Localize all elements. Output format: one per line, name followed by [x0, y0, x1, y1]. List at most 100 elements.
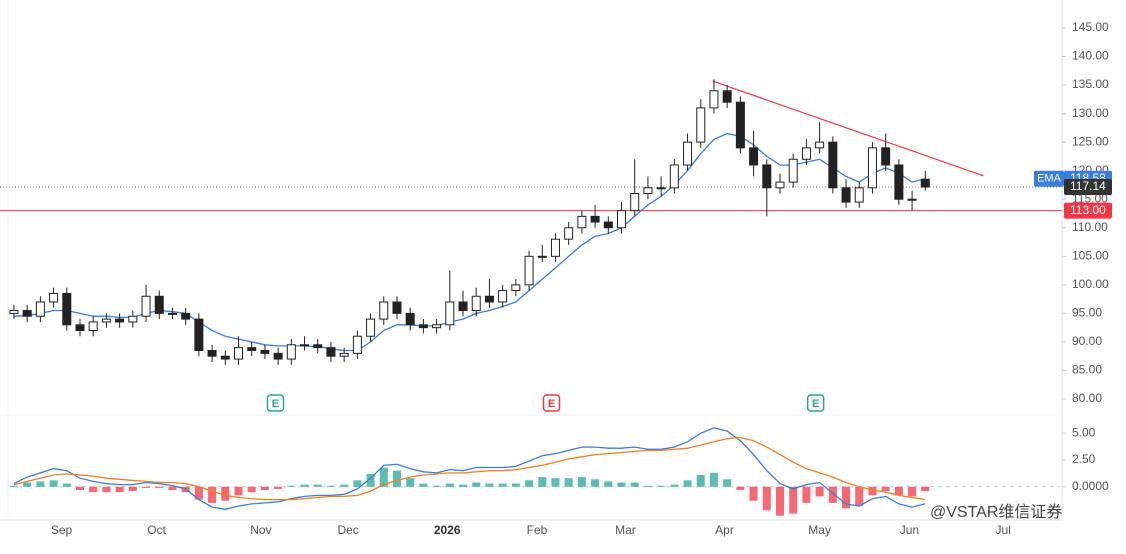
candle-body	[894, 164, 904, 200]
histogram-bar	[828, 486, 837, 503]
watermark: @VSTAR维信证券	[930, 503, 1062, 521]
candle-body	[339, 352, 349, 357]
last-price-box	[1064, 179, 1112, 196]
candle-body	[326, 347, 336, 357]
y-tick-label: 90.00	[1072, 334, 1102, 348]
histogram-bar	[274, 486, 283, 489]
histogram-bar	[102, 486, 111, 493]
candle-body	[366, 318, 376, 337]
candle-body	[352, 335, 362, 354]
candle-body	[537, 255, 547, 258]
x-tick-label: Mar	[615, 523, 636, 537]
candle-body	[669, 164, 679, 189]
candle-body	[524, 255, 534, 286]
histogram-bar	[49, 480, 58, 487]
ema-name: EMA	[1037, 173, 1062, 185]
candle-body	[22, 310, 32, 317]
histogram-bar	[128, 486, 137, 492]
histogram-bar	[23, 482, 32, 487]
candle-body	[590, 215, 600, 223]
y-tick-label: 135.00	[1072, 77, 1109, 91]
histogram-bar	[511, 483, 520, 487]
candle-body	[379, 301, 389, 320]
histogram-bar	[815, 486, 824, 497]
x-tick-label: Jul	[996, 523, 1011, 537]
candle-body	[603, 221, 613, 229]
candle-body	[167, 312, 177, 315]
x-tick-label: May	[808, 523, 831, 537]
histogram-bar	[76, 486, 84, 490]
candle-body	[260, 349, 270, 354]
histogram-bar	[894, 486, 903, 496]
ema-name-box	[1034, 170, 1064, 187]
candle-body	[709, 90, 719, 109]
candle-body	[141, 295, 151, 317]
y-tick-label: 110.00	[1072, 220, 1108, 234]
candle-body	[854, 187, 864, 203]
histogram-bar	[326, 485, 335, 487]
histogram-bar	[604, 481, 613, 487]
candle-body	[181, 312, 191, 320]
histogram-bar	[551, 478, 560, 487]
candle-body	[392, 301, 402, 314]
candle-body	[841, 187, 851, 203]
histogram-bar	[630, 482, 639, 487]
candle-body	[762, 164, 772, 189]
candle-body	[471, 295, 481, 312]
candle-body	[683, 141, 693, 166]
x-tick-label: Nov	[250, 523, 271, 537]
histogram-bar	[115, 486, 124, 493]
histogram-bar	[366, 473, 375, 487]
histogram-bar	[247, 486, 256, 493]
candle-body	[207, 349, 217, 357]
histogram-bar	[776, 486, 784, 516]
candle-body	[220, 355, 230, 360]
x-tick-label: Apr	[715, 523, 734, 537]
y-tick-label: 105.00	[1072, 248, 1109, 262]
candle-body	[656, 187, 666, 190]
candle-body	[286, 344, 296, 360]
histogram-bar	[921, 486, 930, 492]
histogram-bar	[670, 484, 679, 487]
y-tick-label: 140.00	[1072, 49, 1109, 63]
y-tick-label: 130.00	[1072, 106, 1109, 120]
candle-body	[49, 292, 59, 303]
candle-body	[577, 215, 587, 229]
histogram-bar	[340, 484, 349, 487]
histogram-bar	[591, 479, 600, 487]
earnings-badge	[806, 394, 825, 412]
histogram-bar	[406, 478, 415, 487]
candle-body	[696, 107, 706, 143]
earnings-label: E	[548, 398, 555, 410]
y-tick-label: 0.0000	[1072, 479, 1109, 493]
histogram-bar	[62, 483, 71, 487]
histogram-bar	[723, 479, 732, 487]
candle-body	[907, 198, 917, 201]
x-tick-label: Oct	[147, 523, 166, 537]
candle-body	[630, 193, 640, 212]
histogram-bar	[564, 478, 573, 487]
histogram-bar	[459, 484, 468, 487]
hline-box	[1064, 202, 1112, 219]
candle-body	[128, 315, 138, 323]
candle-body	[405, 312, 415, 326]
candle-body	[828, 141, 838, 189]
candle-body	[815, 141, 825, 149]
histogram-bar	[762, 486, 771, 511]
x-tick-label: Dec	[337, 523, 358, 537]
histogram-bar	[683, 480, 692, 487]
histogram-bar	[234, 486, 243, 496]
histogram-bar	[432, 485, 441, 487]
histogram-bar	[498, 483, 507, 487]
histogram-bar	[617, 482, 626, 487]
histogram-bar	[577, 477, 586, 487]
histogram-bar	[789, 486, 798, 514]
histogram-bar	[392, 470, 401, 487]
histogram-bar	[300, 484, 309, 487]
histogram-bar	[643, 485, 652, 487]
earnings-label: E	[272, 398, 279, 410]
histogram-bar	[881, 486, 890, 492]
candle-body	[273, 352, 283, 360]
histogram-bar	[313, 484, 322, 487]
